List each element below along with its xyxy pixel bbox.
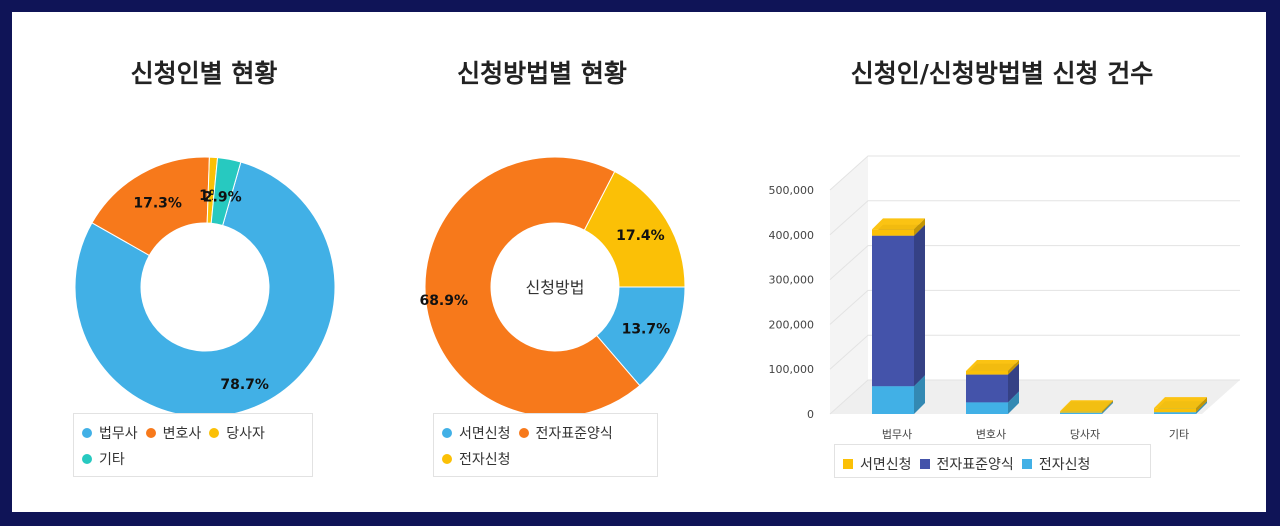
chart1-slice-0 xyxy=(74,161,336,418)
chart2-slice-2 xyxy=(583,170,686,288)
chart1-donut: 78.7%17.3% 1%2.9% xyxy=(74,156,336,418)
chart1-slice-label-3: 2.9% xyxy=(203,190,242,206)
chart3-bar-2-서면신청 xyxy=(1060,411,1102,413)
chart1-legend-item-1[interactable]: 변호사 xyxy=(145,423,202,443)
chart1-legend-label-3: 기타 xyxy=(99,452,125,468)
chart3-bar-side-0-전자표준양식 xyxy=(914,224,925,387)
chart1-slice-3 xyxy=(210,157,242,227)
chart3-legend-swatch-2 xyxy=(1021,459,1032,469)
chart3-ytick-label-1: 100,000 xyxy=(769,363,815,376)
chart3-legend-item-2[interactable]: 전자신청 xyxy=(1021,454,1091,474)
chart2-slice-label-2: 17.4% xyxy=(616,228,665,244)
chart3-bar-side-1-전자표준양식 xyxy=(1008,363,1019,403)
chart3-ytick-label-3: 300,000 xyxy=(769,274,815,287)
chart3-bar-side-3-전자신청 xyxy=(1196,401,1207,414)
chart2-legend-item-1[interactable]: 전자표준양식 xyxy=(518,423,613,443)
chart3-gridline xyxy=(829,334,1240,370)
chart3-bar-side-1-서면신청 xyxy=(1008,359,1019,375)
chart3-ytick-label-2: 200,000 xyxy=(769,318,815,331)
chart3-bar-3-전자신청 xyxy=(1154,412,1196,414)
chart3-gridline xyxy=(829,289,1240,325)
chart3-ytick-label-0: 0 xyxy=(807,408,814,421)
chart2-title: 신청방법별 현황 xyxy=(457,59,627,88)
chart3-legend-swatch-0 xyxy=(843,459,853,469)
chart3-bar-0-전자신청 xyxy=(872,386,914,414)
chart3-bar-0-전자표준양식 xyxy=(872,235,914,387)
chart3-ytick-label-4: 400,000 xyxy=(769,229,815,242)
chart2-legend-item-2[interactable]: 전자신청 xyxy=(442,449,511,469)
chart3-legend-swatch-1 xyxy=(919,459,930,469)
chart2-center-label: 신청방법 xyxy=(526,278,585,297)
chart3-legend-label-2: 전자신청 xyxy=(1038,457,1091,473)
chart3-bar-1-서면신청 xyxy=(966,370,1008,375)
chart2-slice-label-0: 13.7% xyxy=(622,322,671,338)
chart3-bar-side-2-전자신청 xyxy=(1102,401,1113,414)
chart3-legend-label-0: 서면신청 xyxy=(860,457,912,473)
dashboard-panel: 신청인별 현황 신청방법별 현황 신청인/신청방법별 신청 건수 78.7% 17… xyxy=(12,12,1266,512)
chart1-legend-item-3[interactable]: 기타 xyxy=(82,449,125,469)
chart3-bar-top-2-서면신청 xyxy=(1060,400,1113,412)
chart3-gridline xyxy=(829,155,1240,191)
chart2-legend-item-0[interactable]: 서면신청 xyxy=(442,423,511,443)
chart3-ytick-label-5: 500,000 xyxy=(769,184,815,197)
chart3-bar-0-서면신청 xyxy=(872,229,914,236)
chart1-legend-label-0: 법무사 xyxy=(99,426,138,442)
chart3-bar-side-1-전자신청 xyxy=(1008,391,1019,414)
chart1-legend-label-1: 변호사 xyxy=(162,426,202,442)
chart3-bar-top-0-서면신청 xyxy=(872,218,925,230)
chart1-legend-item-0[interactable]: 법무사 xyxy=(82,423,138,443)
chart1-legend-swatch-0 xyxy=(82,428,92,438)
chart3-legend-item-1[interactable]: 전자표준양식 xyxy=(919,454,1014,474)
chart2-slice-label-1: 68.9% xyxy=(419,293,468,309)
chart1-title: 신청인별 현황 xyxy=(130,59,278,88)
chart3-legend-item-0[interactable]: 서면신청 xyxy=(843,454,912,474)
chart2-legend-swatch-2 xyxy=(442,454,452,464)
chart3-bar-side-0-서면신청 xyxy=(914,218,925,236)
chart1-legend-label-2: 당사자 xyxy=(226,426,265,442)
chart3-legend: 서면신청 전자표준양식 전자신청 xyxy=(834,444,1151,478)
chart3-xtick-label-3: 기타 xyxy=(1169,428,1189,441)
chart3-bar-1-전자신청 xyxy=(966,402,1008,414)
chart3-bar-2-전자신청 xyxy=(1060,412,1102,414)
chart3-bar: 0 100,000 200,000 300,000 400,000 500,000 법무사 변… xyxy=(769,155,1240,441)
chart3-bar-3-서면신청 xyxy=(1154,408,1196,413)
chart2-legend-label-1: 전자표준양식 xyxy=(535,426,613,442)
chart3-bar-side-2-서면신청 xyxy=(1102,400,1113,413)
chart3-side-wall xyxy=(830,156,868,414)
chart2-donut: 13.7% 68.9% 17.4% 신청방법 xyxy=(419,156,686,418)
chart3-title: 신청인/신청방법별 신청 건수 xyxy=(850,59,1154,88)
chart3-xtick-label-1: 변호사 xyxy=(976,428,1006,441)
chart2-legend-label-0: 서면신청 xyxy=(459,426,511,442)
chart1-slice-label-0: 78.7% xyxy=(220,377,269,393)
chart3-xtick-label-0: 법무사 xyxy=(882,428,912,441)
chart3-bar-side-3-서면신청 xyxy=(1196,397,1207,413)
chart1-legend-swatch-2 xyxy=(209,428,220,438)
chart2-legend-swatch-1 xyxy=(518,428,529,438)
chart1-legend-swatch-1 xyxy=(145,428,156,438)
chart3-gridline xyxy=(829,379,1240,415)
chart3-legend-label-1: 전자표준양식 xyxy=(936,457,1014,473)
chart2-slice-1 xyxy=(424,156,641,418)
chart1-legend-swatch-3 xyxy=(82,454,92,464)
chart3-bar-top-1-서면신청 xyxy=(966,359,1019,371)
chart3-gridline xyxy=(829,245,1240,280)
chart2-legend-label-2: 전자신청 xyxy=(459,452,511,468)
chart3-floor xyxy=(830,380,1240,414)
chart1-slice-label-1: 17.3% xyxy=(133,195,182,211)
chart3-bar-1-전자표준양식 xyxy=(966,374,1008,403)
chart3-xtick-label-2: 당사자 xyxy=(1070,428,1100,441)
chart3-bar-side-0-전자신청 xyxy=(914,375,925,414)
chart1-legend-item-2[interactable]: 당사자 xyxy=(209,423,265,443)
chart3-bar-top-3-서면신청 xyxy=(1154,397,1207,409)
chart3-gridline xyxy=(829,200,1240,236)
chart2-legend-swatch-0 xyxy=(442,428,452,438)
